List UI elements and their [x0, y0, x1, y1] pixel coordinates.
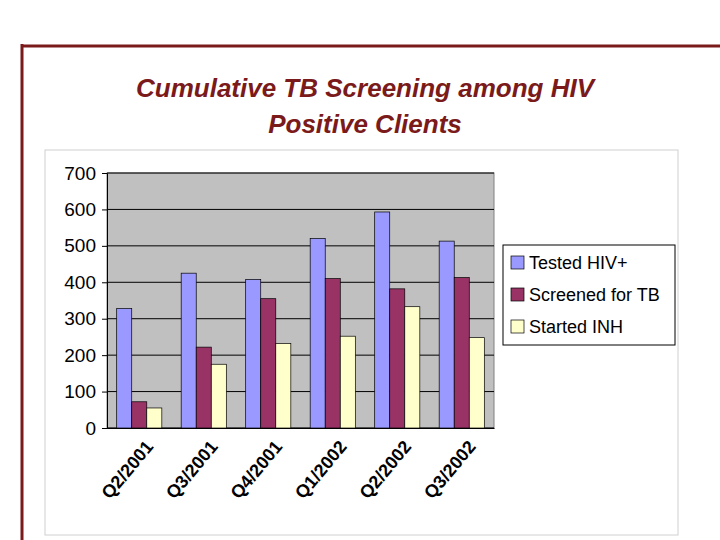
tick-label: Q2/2001 [98, 437, 158, 503]
tick-label: Q2/2002 [356, 437, 416, 503]
bar [117, 309, 132, 428]
legend-label: Tested HIV+ [529, 253, 628, 273]
tick-label: 200 [64, 345, 96, 366]
x-axis: Q2/2001Q3/2001Q4/2001Q1/2002Q2/2002Q3/20… [98, 428, 495, 503]
axis-line [102, 174, 108, 429]
bar [261, 299, 276, 428]
grid-line [107, 245, 494, 246]
tick: Q3/2001 [162, 428, 222, 503]
tick-mark [102, 392, 107, 393]
grid-line [107, 282, 494, 283]
legend-swatch [511, 320, 524, 333]
bar [132, 402, 147, 428]
tick-label: Q1/2002 [291, 437, 351, 503]
tick-label: Q4/2001 [227, 437, 287, 503]
bar [196, 347, 211, 428]
bar [147, 408, 162, 428]
bar [310, 239, 325, 428]
tick-mark [102, 319, 107, 320]
title: Cumulative TB Screening among HIVPositiv… [136, 73, 597, 139]
bar [439, 241, 454, 428]
tick: 700 [64, 163, 107, 184]
bar [340, 336, 355, 428]
tick-label: 100 [64, 381, 96, 402]
bar [211, 364, 226, 428]
legend-box [503, 245, 675, 345]
bars [117, 212, 485, 428]
chart-frame [45, 150, 678, 535]
grid [107, 173, 494, 428]
legend-swatch [511, 256, 524, 269]
tick: Q1/2002 [291, 428, 351, 503]
tick-label: 300 [64, 308, 96, 329]
tick: 300 [64, 308, 107, 329]
legend-label: Screened for TB [529, 285, 660, 305]
plot-area [107, 173, 494, 428]
tick: 600 [64, 199, 107, 220]
tick-label: Q3/2001 [162, 437, 222, 503]
tick-label: 500 [64, 235, 96, 256]
tick: 400 [64, 272, 107, 293]
bar [325, 279, 340, 428]
legend-swatch [511, 288, 524, 301]
tick-label: Q3/2002 [420, 437, 480, 503]
bar [181, 273, 196, 428]
grid-line [107, 173, 494, 174]
axis-line [108, 428, 495, 429]
bar [375, 212, 390, 428]
grid-line [107, 391, 494, 392]
tick: Q4/2001 [227, 428, 287, 503]
grid-line [107, 209, 494, 210]
tick-mark [102, 428, 107, 429]
tick: 100 [64, 381, 107, 402]
tick-label: 0 [85, 418, 96, 439]
bar [469, 338, 484, 428]
bar [246, 279, 261, 428]
legend-label: Started INH [529, 317, 623, 337]
legend: Tested HIV+ Screened for TB Started INH [503, 245, 675, 345]
grid-line [107, 428, 494, 429]
y-axis: 0 100 200 300 400 500 600 700 [64, 163, 107, 439]
bar [276, 343, 291, 428]
bar [454, 278, 469, 428]
tick: Q3/2002 [420, 428, 480, 503]
slide-rule [21, 44, 24, 540]
tick-label: 400 [64, 272, 96, 293]
grid-line [107, 318, 494, 319]
tick-mark [102, 173, 107, 174]
tick-mark [102, 246, 107, 247]
bar [390, 289, 405, 428]
tick: Q2/2001 [98, 428, 158, 503]
tick-label: 600 [64, 199, 96, 220]
tick: 0 [85, 418, 107, 439]
tick: 500 [64, 235, 107, 256]
slide: Cumulative TB Screening among HIVPositiv… [0, 0, 720, 540]
tick-mark [102, 282, 107, 283]
tick-label: 700 [64, 163, 96, 184]
tick: 200 [64, 345, 107, 366]
slide-rule [22, 45, 720, 48]
tick-mark [102, 209, 107, 210]
bar [405, 307, 420, 428]
tick: Q2/2002 [356, 428, 416, 503]
tick-mark [102, 355, 107, 356]
grid-line [107, 355, 494, 356]
